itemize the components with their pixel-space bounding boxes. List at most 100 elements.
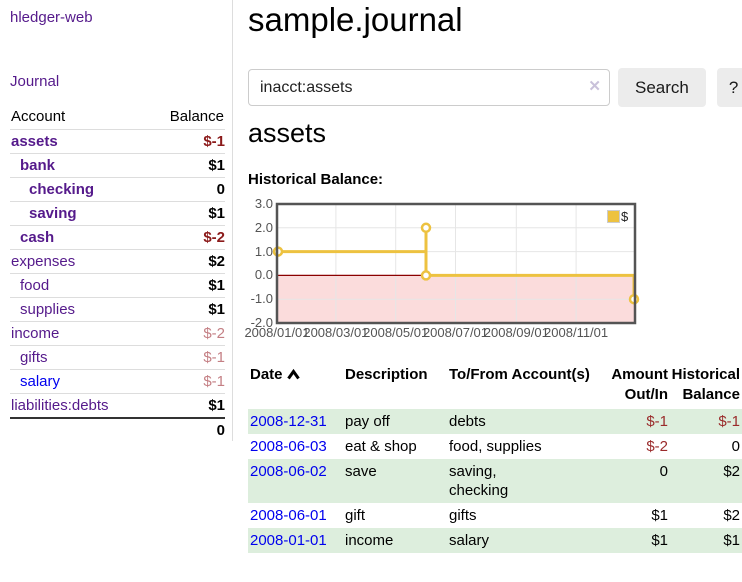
account-link-liabilities-debts[interactable]: liabilities:debts bbox=[11, 397, 109, 414]
transaction-description: pay off bbox=[345, 413, 390, 430]
transaction-balance: $2 bbox=[723, 463, 740, 480]
x-tick-label: 2008/11/01 bbox=[544, 325, 609, 340]
search-row: ✕ Search ? bbox=[248, 68, 742, 107]
account-row: bank $1 bbox=[10, 153, 225, 178]
account-row: liabilities:debts $1 bbox=[10, 393, 225, 418]
transaction-balance: 0 bbox=[731, 438, 740, 455]
transaction-date-link[interactable]: 2008-06-01 bbox=[250, 507, 327, 524]
transaction-balance: $1 bbox=[723, 532, 740, 549]
account-link-gifts[interactable]: gifts bbox=[20, 349, 48, 366]
register-row: 2008-06-02 save saving, checking 0 $2 bbox=[248, 459, 742, 503]
transaction-amount: 0 bbox=[659, 463, 668, 480]
chart-title: Historical Balance: bbox=[248, 171, 384, 188]
sidebar: hledger-web Journal Account Balance asse… bbox=[0, 0, 233, 442]
y-tick-label: 3.0 bbox=[254, 196, 273, 211]
register-row: 2008-06-03 eat & shop food, supplies $-2 0 bbox=[248, 434, 742, 459]
accounts-table: Account Balance assets $-1 bank $1 checking 0… bbox=[10, 105, 225, 442]
register-header-balance: Historical Balance bbox=[671, 366, 740, 403]
account-balance: $1 bbox=[146, 297, 225, 322]
account-balance: 0 bbox=[146, 177, 225, 202]
transaction-description: income bbox=[345, 532, 394, 549]
account-row: food $1 bbox=[10, 273, 225, 298]
register-row: 2008-12-31 pay off debts $-1 $-1 bbox=[248, 409, 742, 434]
account-link-assets[interactable]: assets bbox=[11, 133, 58, 150]
transaction-amount: $1 bbox=[651, 532, 668, 549]
register-header-description: Description bbox=[345, 366, 428, 383]
account-balance: $1 bbox=[146, 393, 225, 418]
register-table: Date Description To/From Account(s) Amou… bbox=[248, 360, 742, 553]
clear-search-icon[interactable]: ✕ bbox=[588, 78, 601, 95]
register-header-amount: Amount Out/In bbox=[611, 366, 668, 403]
x-tick-label: 2008/07/01 bbox=[422, 325, 489, 340]
account-link-saving[interactable]: saving bbox=[29, 205, 77, 222]
account-link-cash[interactable]: cash bbox=[20, 229, 55, 246]
account-row: checking 0 bbox=[10, 177, 225, 202]
accounts-total-row: 0 bbox=[10, 417, 225, 442]
account-link-expenses[interactable]: expenses bbox=[11, 253, 76, 270]
transaction-balance: $-1 bbox=[718, 413, 740, 430]
account-row: income $-2 bbox=[10, 321, 225, 346]
register-row: 2008-01-01 income salary $1 $1 bbox=[248, 528, 742, 553]
account-row: expenses $2 bbox=[10, 249, 225, 274]
transaction-accounts: debts bbox=[449, 413, 486, 430]
chart-legend: $ bbox=[607, 209, 628, 224]
transaction-amount: $1 bbox=[651, 507, 668, 524]
transaction-date-link[interactable]: 2008-06-03 bbox=[250, 438, 327, 455]
account-link-checking[interactable]: checking bbox=[29, 181, 95, 198]
transaction-amount: $-2 bbox=[646, 438, 668, 455]
legend-label: $ bbox=[621, 209, 629, 224]
y-tick-label: 1.0 bbox=[254, 243, 273, 259]
accounts-header-balance: Balance bbox=[169, 108, 224, 125]
account-link-income[interactable]: income bbox=[11, 325, 60, 342]
account-balance: $-1 bbox=[146, 345, 225, 370]
legend-swatch bbox=[607, 210, 620, 223]
account-link-salary[interactable]: salary bbox=[20, 373, 61, 390]
account-balance: $-1 bbox=[146, 369, 225, 394]
transaction-accounts: gifts bbox=[449, 507, 477, 524]
transaction-amount: $-1 bbox=[646, 413, 668, 430]
y-tick-label: -2.0 bbox=[250, 315, 273, 330]
y-tick-label: 0.0 bbox=[254, 267, 273, 283]
account-balance: $-1 bbox=[146, 129, 225, 154]
account-balance: $1 bbox=[146, 201, 225, 226]
account-link-food[interactable]: food bbox=[20, 277, 50, 294]
y-tick-label: 2.0 bbox=[254, 219, 273, 235]
accounts-total-balance: 0 bbox=[146, 417, 225, 442]
transaction-description: save bbox=[345, 463, 377, 480]
sidebar-item-journal[interactable]: Journal bbox=[10, 73, 60, 90]
chart-canvas bbox=[272, 202, 640, 325]
transaction-date-link[interactable]: 2008-12-31 bbox=[250, 413, 327, 430]
historical-balance-chart: 3.0 2.0 1.0 0.0 -1.0 -2.0 2008/01/01 2008/03/0… bbox=[244, 197, 742, 344]
account-row: salary $-1 bbox=[10, 369, 225, 394]
account-balance: $2 bbox=[146, 249, 225, 274]
transaction-description: gift bbox=[345, 507, 366, 524]
sort-ascending-icon bbox=[286, 366, 300, 386]
register-header-date[interactable]: Date bbox=[248, 360, 345, 409]
app-title-link[interactable]: hledger-web bbox=[10, 9, 93, 26]
account-balance: $-2 bbox=[146, 225, 225, 250]
transaction-date-link[interactable]: 2008-01-01 bbox=[250, 532, 327, 549]
x-tick-label: 2008/03/01 bbox=[303, 325, 369, 340]
transaction-accounts: food, supplies bbox=[449, 438, 542, 455]
page-title: sample.journal bbox=[248, 1, 463, 38]
transaction-balance: $2 bbox=[723, 507, 740, 524]
account-row: saving $1 bbox=[10, 201, 225, 226]
search-button[interactable]: Search bbox=[618, 68, 706, 107]
account-row: gifts $-1 bbox=[10, 345, 225, 370]
account-row: supplies $1 bbox=[10, 297, 225, 322]
x-tick-label: 2008/01/01 bbox=[244, 325, 310, 340]
search-input[interactable] bbox=[248, 69, 610, 106]
account-balance: $1 bbox=[146, 153, 225, 178]
account-balance: $1 bbox=[146, 273, 225, 298]
transaction-description: eat & shop bbox=[345, 438, 417, 455]
search-help-button[interactable]: ? bbox=[716, 68, 742, 107]
y-tick-label: -1.0 bbox=[250, 291, 273, 307]
register-row: 2008-06-01 gift gifts $1 $2 bbox=[248, 503, 742, 528]
account-link-bank[interactable]: bank bbox=[20, 157, 56, 174]
transaction-date-link[interactable]: 2008-06-02 bbox=[250, 463, 327, 480]
account-row: assets $-1 bbox=[10, 129, 225, 154]
transaction-accounts: saving, checking bbox=[449, 463, 509, 499]
account-row: cash $-2 bbox=[10, 225, 225, 250]
account-link-supplies[interactable]: supplies bbox=[20, 301, 76, 318]
transaction-accounts: salary bbox=[449, 532, 490, 549]
